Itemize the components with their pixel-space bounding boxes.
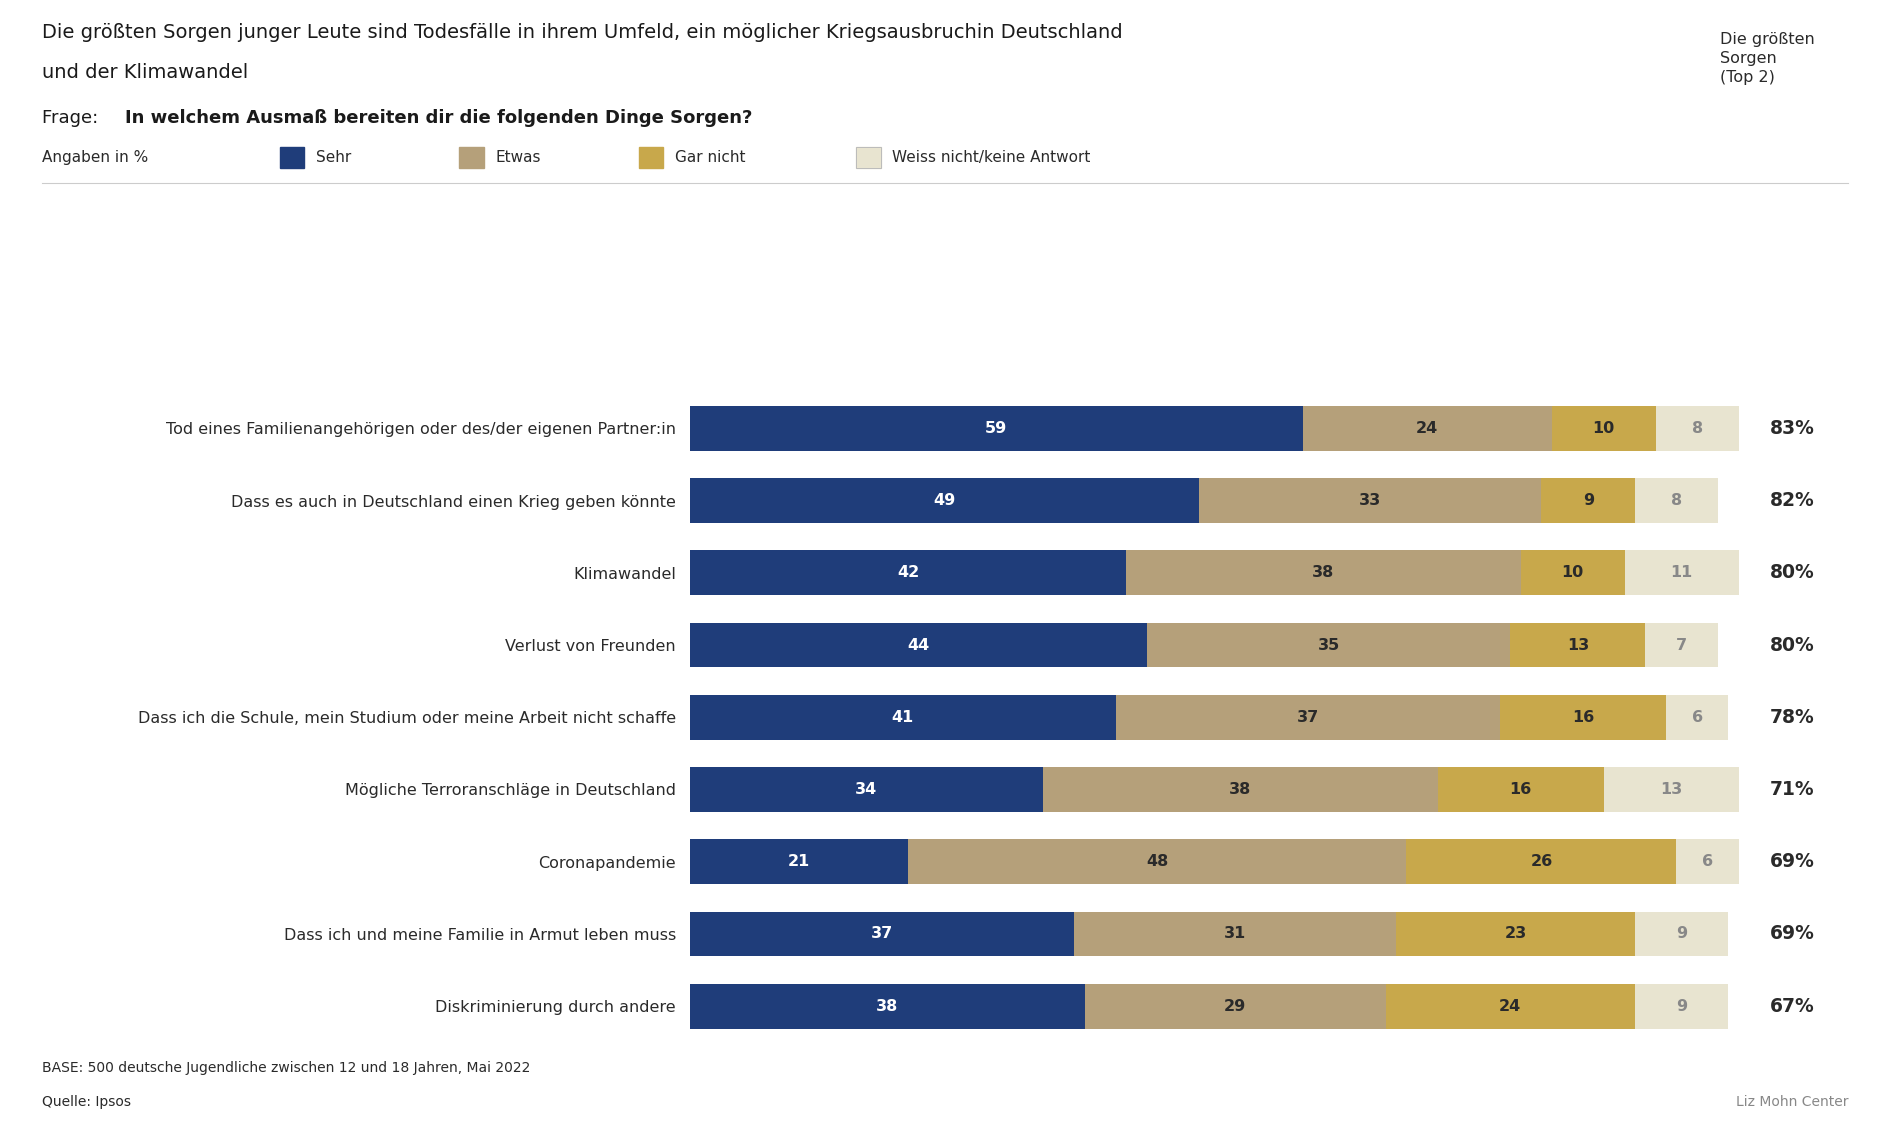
Text: 10: 10 [1592,421,1613,435]
Text: 69%: 69% [1768,925,1813,943]
Bar [689,406,1302,450]
Bar [1655,406,1738,450]
Bar [689,551,1126,596]
Text: 13: 13 [1566,638,1589,653]
Text: 24: 24 [1415,421,1438,435]
Bar [1634,911,1728,957]
Text: 69%: 69% [1768,853,1813,871]
Text: 38: 38 [1228,782,1251,797]
Bar [1676,839,1738,884]
Text: 23: 23 [1504,926,1526,942]
Text: Angaben in %: Angaben in % [42,150,147,166]
Text: 29: 29 [1224,999,1245,1014]
Text: 38: 38 [1311,566,1334,581]
Text: 9: 9 [1676,926,1687,942]
Text: 41: 41 [892,710,914,725]
Text: 13: 13 [1659,782,1681,797]
Bar [1666,695,1728,740]
Text: 31: 31 [1224,926,1245,942]
Bar [1126,551,1521,596]
Text: 9: 9 [1581,493,1592,509]
Text: 49: 49 [933,493,956,509]
Text: 82%: 82% [1768,491,1813,510]
Text: 8: 8 [1691,421,1702,435]
Bar [1604,767,1738,812]
Text: Liz Mohn Center: Liz Mohn Center [1734,1095,1847,1109]
Text: 6: 6 [1702,854,1711,869]
Text: Weiss nicht/keine Antwort: Weiss nicht/keine Antwort [892,150,1090,166]
Text: 37: 37 [1296,710,1319,725]
Bar [1147,623,1509,668]
Text: Sehr: Sehr [315,150,351,166]
Text: Gar nicht: Gar nicht [674,150,744,166]
Bar [1084,984,1385,1029]
Bar [1198,478,1541,523]
Bar [1541,478,1634,523]
Text: 80%: 80% [1768,636,1813,655]
Bar [1634,984,1728,1029]
Bar [689,984,1084,1029]
Bar [689,911,1073,957]
Text: und der Klimawandel: und der Klimawandel [42,63,247,82]
Bar [1073,911,1396,957]
Bar [1405,839,1676,884]
Bar [1302,406,1551,450]
Text: In welchem Ausmaß bereiten dir die folgenden Dinge Sorgen?: In welchem Ausmaß bereiten dir die folge… [125,109,752,127]
Text: Die größten
Sorgen
(Top 2): Die größten Sorgen (Top 2) [1719,32,1813,86]
Text: 24: 24 [1498,999,1521,1014]
Text: Frage:: Frage: [42,109,104,127]
Text: 44: 44 [907,638,929,653]
Text: 71%: 71% [1768,780,1813,799]
Bar [1634,478,1717,523]
Text: Quelle: Ipsos: Quelle: Ipsos [42,1095,130,1109]
Bar [907,839,1405,884]
Bar [689,839,907,884]
Bar [689,767,1043,812]
Text: 59: 59 [984,421,1007,435]
Text: 78%: 78% [1768,708,1813,727]
Bar [689,623,1147,668]
Text: 83%: 83% [1768,418,1813,438]
Text: 6: 6 [1691,710,1702,725]
Text: 80%: 80% [1768,563,1813,582]
Bar [689,478,1198,523]
Text: 67%: 67% [1768,997,1813,1016]
Text: 7: 7 [1676,638,1687,653]
Bar [1396,911,1634,957]
Bar [1521,551,1625,596]
Text: 21: 21 [788,854,810,869]
Bar [1438,767,1604,812]
Text: 42: 42 [897,566,918,581]
Text: 10: 10 [1560,566,1583,581]
Bar [1043,767,1438,812]
Bar [1625,551,1738,596]
Text: 9: 9 [1676,999,1687,1014]
Text: 34: 34 [856,782,876,797]
Text: 37: 37 [871,926,893,942]
Text: 8: 8 [1670,493,1681,509]
Text: Etwas: Etwas [495,150,540,166]
Text: 35: 35 [1317,638,1339,653]
Text: 33: 33 [1358,493,1381,509]
Bar [1645,623,1717,668]
Text: Die größten Sorgen junger Leute sind Todesfälle in ihrem Umfeld, ein möglicher K: Die größten Sorgen junger Leute sind Tod… [42,23,1122,42]
Text: 11: 11 [1670,566,1693,581]
Bar [689,695,1115,740]
Bar [1115,695,1500,740]
Bar [1385,984,1634,1029]
Text: 26: 26 [1530,854,1551,869]
Text: 16: 16 [1572,710,1592,725]
Text: 38: 38 [876,999,897,1014]
Text: 16: 16 [1509,782,1530,797]
Text: 48: 48 [1145,854,1167,869]
Bar [1551,406,1655,450]
Bar [1500,695,1666,740]
Bar [1509,623,1645,668]
Text: BASE: 500 deutsche Jugendliche zwischen 12 und 18 Jahren, Mai 2022: BASE: 500 deutsche Jugendliche zwischen … [42,1061,529,1074]
